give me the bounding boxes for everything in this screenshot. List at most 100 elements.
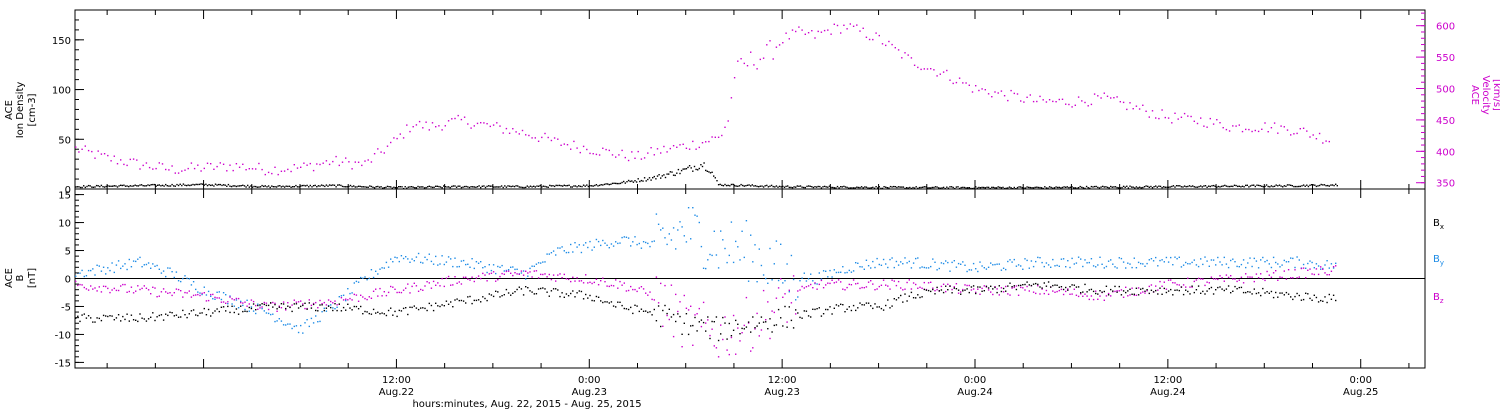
bx-point (936, 286, 938, 289)
by-point (1178, 256, 1180, 258)
bx-point (456, 298, 458, 300)
by-point (765, 277, 767, 280)
bx-point (377, 311, 379, 313)
density-point (917, 187, 919, 190)
bz-point (1206, 281, 1208, 283)
velocity-point (1029, 94, 1031, 96)
bz-point (1116, 290, 1118, 292)
bz-point (1296, 277, 1298, 279)
legend-by-base: B (1433, 254, 1440, 265)
bx-point (1255, 292, 1258, 295)
velocity-point (75, 146, 77, 148)
bz-point (619, 280, 621, 283)
by-point (302, 332, 304, 334)
velocity-point (627, 159, 630, 162)
velocity-point (174, 172, 176, 174)
bz-point (345, 298, 347, 300)
bx-point (340, 310, 343, 312)
density-point (936, 186, 938, 188)
bz-point (893, 280, 895, 282)
velocity-point (785, 32, 787, 34)
by-point (666, 243, 668, 246)
bz-point (1191, 286, 1193, 288)
bz-point (876, 288, 878, 290)
bz-point (169, 292, 171, 294)
bx-point (295, 303, 298, 305)
bz-point (167, 292, 169, 294)
density-point (250, 185, 252, 187)
bx-point (503, 294, 505, 296)
bx-point (570, 292, 572, 295)
bz-point (188, 290, 190, 292)
bx-point (972, 285, 975, 287)
field-tick-label: 5 (65, 247, 71, 258)
by-point (672, 227, 675, 229)
bz-point (1294, 269, 1296, 271)
velocity-point (1119, 101, 1121, 103)
bx-point (872, 307, 874, 310)
legend-bz-sub: z (1440, 297, 1444, 305)
density-point (505, 186, 508, 188)
density-point (791, 187, 794, 189)
density-point (560, 185, 562, 187)
by-point (730, 221, 733, 223)
bx-point (692, 324, 694, 327)
by-point (906, 262, 908, 264)
by-point (420, 261, 422, 264)
velocity-point (1261, 128, 1263, 130)
bz-point (908, 279, 910, 281)
density-point (922, 186, 924, 188)
bx-point (1165, 291, 1168, 294)
velocity-point (631, 151, 633, 153)
by-point (512, 266, 514, 268)
by-point (788, 291, 790, 293)
bz-point (441, 277, 443, 280)
density-point (94, 186, 96, 188)
density-point (907, 187, 909, 189)
density-point (110, 185, 112, 187)
bx-point (259, 304, 261, 306)
bz-point (405, 287, 407, 289)
density-point (267, 185, 270, 187)
velocity-point (958, 77, 961, 79)
by-point (132, 260, 135, 262)
bx-point (1125, 291, 1127, 294)
bx-point (677, 313, 679, 315)
bz-point (98, 286, 100, 288)
by-point (507, 269, 510, 271)
velocity-point (1312, 134, 1314, 136)
bx-point (360, 305, 362, 308)
velocity-point (496, 122, 498, 124)
by-point (962, 261, 964, 263)
density-point (576, 186, 578, 188)
by-point (495, 272, 497, 275)
legend-bz-base: B (1433, 292, 1440, 303)
density-point (801, 186, 803, 188)
bz-point (1326, 274, 1328, 276)
by-point (1247, 262, 1249, 264)
density-point (852, 187, 855, 189)
bx-point (1240, 286, 1243, 289)
bz-point (647, 294, 649, 296)
density-point (230, 185, 233, 188)
bx-point (492, 295, 495, 298)
bx-point (218, 310, 220, 313)
density-point (1327, 184, 1329, 187)
bx-point (932, 288, 934, 291)
by-point (567, 251, 570, 254)
bz-point (645, 292, 647, 294)
bx-point (1260, 294, 1262, 297)
by-point (1159, 259, 1161, 262)
density-point (639, 180, 641, 183)
by-point (870, 267, 872, 269)
bx-point (655, 320, 658, 322)
density-point (1183, 185, 1186, 187)
density-point (433, 186, 435, 188)
bx-point (81, 314, 83, 316)
density-point (1143, 186, 1146, 188)
bz-point (737, 327, 739, 329)
bx-point (996, 291, 998, 294)
bz-point (1257, 277, 1260, 279)
by-point (891, 257, 893, 259)
bx-point (1015, 288, 1018, 291)
